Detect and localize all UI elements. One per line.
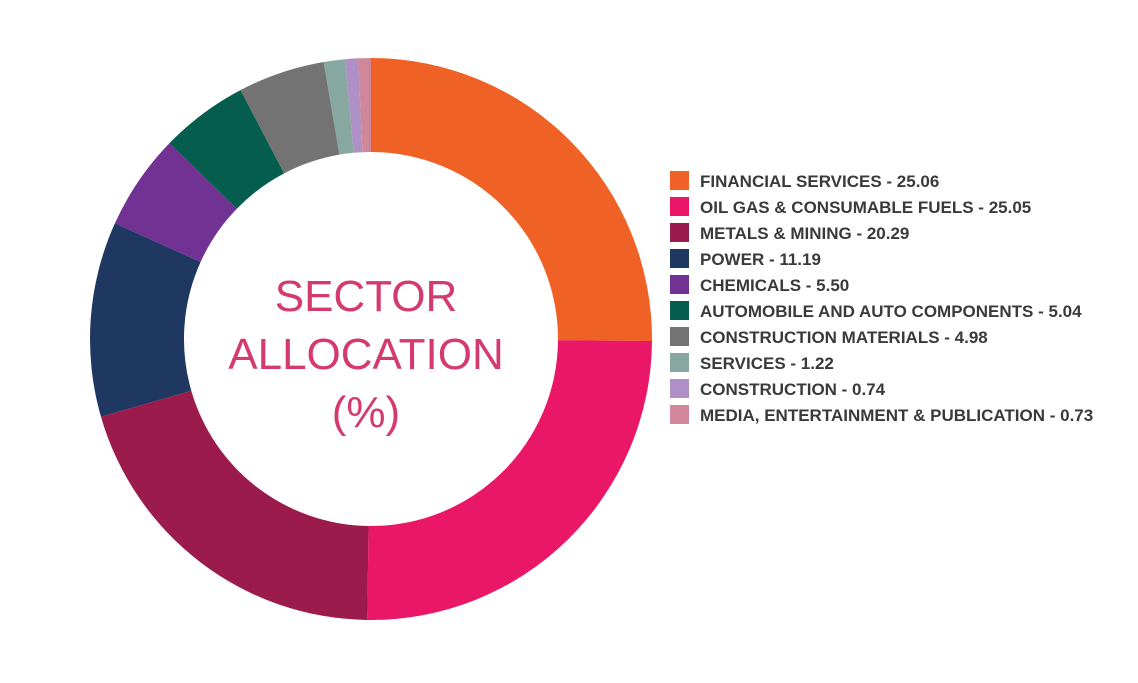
chart-title-line-1: SECTOR: [274, 272, 458, 321]
legend-swatch: [670, 301, 689, 320]
legend-item: FINANCIAL SERVICES - 25.06: [670, 170, 1110, 193]
legend-item: CONSTRUCTION - 0.74: [670, 378, 1110, 401]
legend-label: CHEMICALS - 5.50: [700, 276, 850, 295]
legend-item: CHEMICALS - 5.50: [670, 274, 1110, 297]
legend-swatch: [670, 197, 689, 216]
legend-label: CONSTRUCTION - 0.74: [700, 380, 886, 399]
chart-title: SECTOR ALLOCATION (%): [216, 268, 516, 442]
legend-label: SERVICES - 1.22: [700, 354, 834, 373]
legend-item: METALS & MINING - 20.29: [670, 222, 1110, 245]
legend-item: SERVICES - 1.22: [670, 352, 1110, 375]
legend-label: CONSTRUCTION MATERIALS - 4.98: [700, 328, 988, 347]
donut-slice-1: [371, 58, 652, 341]
legend-swatch: [670, 171, 689, 190]
legend-item: CONSTRUCTION MATERIALS - 4.98: [670, 326, 1110, 349]
donut-slice-5: [114, 143, 237, 263]
donut-slice-8: [323, 59, 354, 155]
legend-swatch: [670, 353, 689, 372]
legend-item: MEDIA, ENTERTAINMENT & PUBLICATION - 0.7…: [670, 404, 1110, 427]
legend-label: OIL GAS & CONSUMABLE FUELS - 25.05: [700, 198, 1032, 217]
legend-swatch: [670, 275, 689, 294]
donut-slice-10: [358, 58, 371, 153]
legend-swatch: [670, 249, 689, 268]
legend-label: POWER - 11.19: [700, 250, 821, 269]
legend-item: AUTOMOBILE AND AUTO COMPONENTS - 5.04: [670, 300, 1110, 323]
donut-slice-2: [367, 340, 652, 621]
donut-slice-6: [169, 90, 285, 209]
donut-slice-7: [240, 62, 340, 174]
legend-swatch: [670, 379, 689, 398]
legend-item: OIL GAS & CONSUMABLE FUELS - 25.05: [670, 196, 1110, 219]
chart-legend: FINANCIAL SERVICES - 25.06 OIL GAS & CONS…: [670, 170, 1110, 430]
legend-swatch: [670, 405, 689, 424]
legend-label: FINANCIAL SERVICES - 25.06: [700, 172, 940, 191]
chart-title-line-2: ALLOCATION: [228, 330, 504, 379]
donut-slice-3: [100, 390, 369, 620]
donut-slice-4: [89, 223, 201, 417]
legend-label: AUTOMOBILE AND AUTO COMPONENTS - 5.04: [700, 302, 1082, 321]
legend-item: POWER - 11.19: [670, 248, 1110, 271]
legend-swatch: [670, 223, 689, 242]
chart-title-line-3: (%): [331, 388, 401, 437]
legend-swatch: [670, 327, 689, 346]
legend-label: MEDIA, ENTERTAINMENT & PUBLICATION - 0.7…: [700, 406, 1094, 425]
donut-slice-9: [345, 58, 363, 153]
legend-label: METALS & MINING - 20.29: [700, 224, 910, 243]
